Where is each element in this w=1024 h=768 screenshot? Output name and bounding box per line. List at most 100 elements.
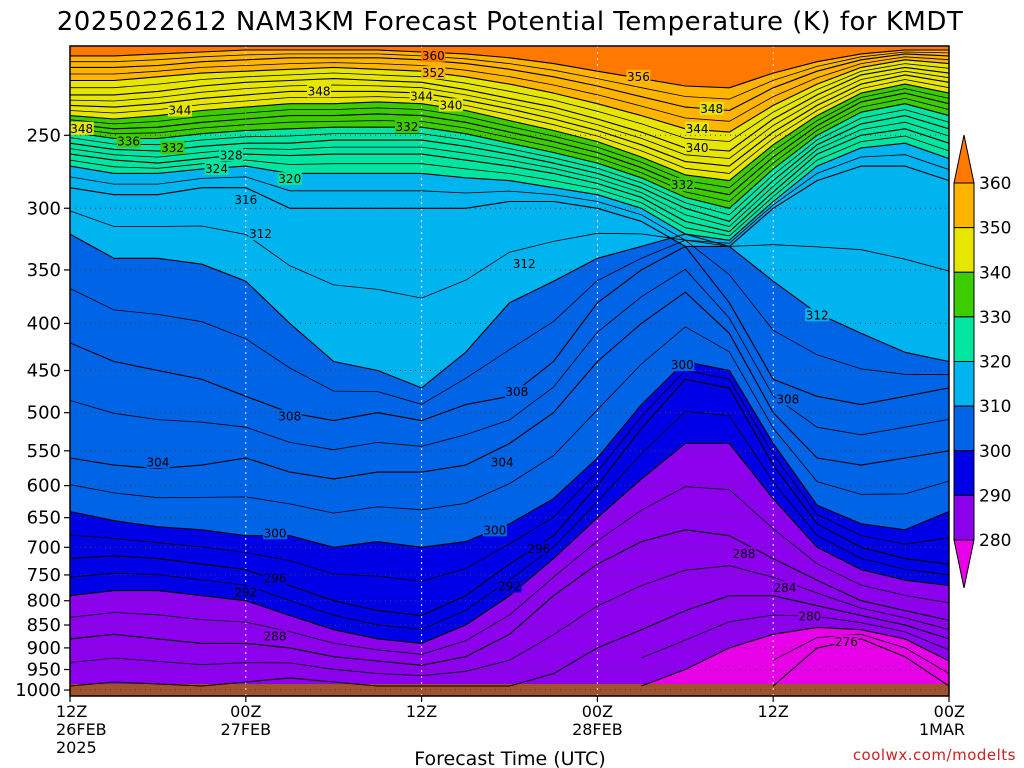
y-tick-label: 700 (27, 537, 61, 558)
isentrope-352 (70, 59, 949, 133)
y-tick-label: 450 (27, 361, 61, 382)
isentrope-minor-358 (70, 51, 949, 100)
contour-label-16: 320 (278, 172, 301, 186)
colorbar-tick-label: 310 (979, 397, 1011, 417)
colorbar-band-340 (953, 227, 975, 273)
ground-area (70, 683, 949, 696)
contour-label-layer: 360 352 356 348 344 340 344 348 332 348 344 336 332 3… (69, 48, 859, 649)
contour-label-bg (772, 581, 797, 595)
colorbar-cap-top (953, 134, 975, 184)
contour-label-bg (307, 84, 332, 98)
contour-label-bg (670, 358, 695, 372)
contour-label-bg (167, 103, 192, 117)
isentrope-minor-354 (70, 56, 949, 122)
isentrope-316 (70, 165, 949, 247)
x-tick-label: 27FEB (220, 720, 271, 739)
contour-label-9: 348 (700, 102, 723, 116)
contour-label-22: 300 (671, 358, 694, 372)
y-tick-label: 650 (27, 508, 61, 529)
contour-label-26: 304 (146, 455, 169, 469)
colorbar-cap-bottom (953, 539, 975, 589)
contour-label-bg (394, 120, 419, 134)
y-tick-label: 300 (27, 198, 61, 219)
contour-label-32: 296 (264, 572, 287, 586)
isentrope-332 (70, 103, 949, 209)
contour-label-37: 288 (264, 630, 287, 644)
isentrope-minor-306 (70, 268, 949, 451)
colorbar-band-350 (953, 182, 975, 229)
colorbar-band-290 (953, 450, 975, 496)
isentrope-minor-290 (70, 486, 949, 655)
contour-label-34: 292 (234, 586, 257, 600)
isentrope-328 (70, 115, 949, 222)
credit-text[interactable]: coolwx.com/modelts (853, 746, 1016, 764)
contour-label-38: 276 (835, 635, 858, 649)
isentrope-minor-298 (70, 369, 949, 582)
isentrope-minor-286 (70, 565, 949, 677)
isentrope-minor-314 (70, 210, 949, 299)
isentrope-minor-334 (70, 97, 949, 202)
contour-label-2: 356 (627, 70, 650, 84)
contour-label-bg (263, 571, 288, 585)
contour-label-bg (233, 193, 258, 207)
contour-label-bg (116, 134, 141, 148)
contour-label-bg (797, 609, 822, 623)
x-tick-label: 12Z (406, 702, 437, 721)
isentrope-layer (70, 49, 949, 687)
contour-label-5: 340 (439, 98, 462, 112)
contour-label-bg (626, 69, 651, 83)
contour-label-bg (219, 148, 244, 162)
colorbar-band-300 (953, 405, 975, 452)
contour-label-15: 324 (205, 162, 228, 176)
isentrope-336 (70, 92, 949, 196)
isentrope-300 (70, 360, 949, 548)
y-tick-label: 900 (27, 638, 61, 659)
chart-title: 2025022612 NAM3KM Forecast Potential Tem… (57, 7, 964, 37)
contour-label-24: 308 (776, 393, 799, 407)
contour-label-bg (145, 455, 170, 469)
contour-label-bg (204, 162, 229, 176)
isentrope-288 (70, 529, 949, 666)
contour-label-8: 332 (395, 120, 418, 134)
colorbar-band-320 (953, 316, 975, 362)
isentrope-292 (70, 442, 949, 644)
contour-label-bg (497, 579, 522, 593)
isentrope-minor-350 (70, 63, 949, 142)
contour-label-bg (421, 66, 446, 80)
contour-label-bg (263, 629, 288, 643)
contour-label-29: 300 (483, 523, 506, 537)
x-tick-label: 12Z (56, 702, 87, 721)
contour-label-bg (263, 526, 288, 540)
y-axis: 2503003504004505005506006507007508008509… (15, 125, 70, 701)
contour-label-bg (805, 308, 830, 322)
contour-label-18: 316 (234, 193, 257, 207)
x-tick-label: 00Z (230, 702, 261, 721)
isentrope-304 (70, 291, 949, 480)
x-tick-label: 1MAR (919, 720, 965, 739)
colorbar-tick-label: 300 (979, 442, 1011, 462)
x-tick-label: 00Z (582, 702, 613, 721)
y-tick-label: 800 (27, 591, 61, 612)
contour-label-bg (233, 585, 258, 599)
contour-label-bg (685, 121, 710, 135)
contour-label-bg (248, 227, 273, 241)
colorbar-tick-label: 350 (979, 219, 1011, 239)
x-tick-label: 12Z (758, 702, 789, 721)
contour-label-bg (775, 392, 800, 406)
contour-label-bg (731, 547, 756, 561)
isentrope-276 (772, 638, 949, 687)
colorbar: 280 290 300 310 320 330 340 350 360 (953, 134, 1011, 589)
contour-label-17: 332 (671, 178, 694, 192)
contour-label-0: 360 (422, 49, 445, 63)
y-tick-label: 500 (27, 403, 61, 424)
contour-label-14: 340 (686, 141, 709, 155)
x-axis-label: Forecast Time (UTC) (414, 748, 605, 768)
colorbar-tick-label: 330 (979, 308, 1011, 328)
colorbar-band-280 (953, 494, 975, 541)
isentrope-340 (70, 83, 949, 182)
contour-label-bg (490, 455, 515, 469)
contour-label-bg (421, 48, 446, 62)
contour-label-21: 312 (806, 308, 829, 322)
